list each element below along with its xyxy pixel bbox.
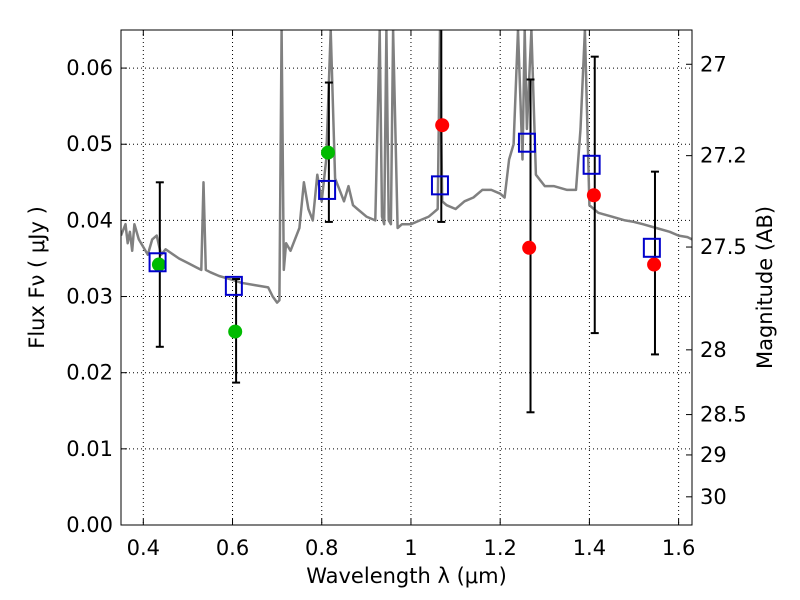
model-square-marker <box>517 132 536 153</box>
model-square-marker <box>642 237 661 258</box>
x-tick-label: 1.6 <box>662 536 695 560</box>
x-tick-label: 0.8 <box>305 536 338 560</box>
red-data-point <box>586 188 601 203</box>
mag-tick-label: 27.2 <box>700 144 747 168</box>
green-data-point <box>151 257 166 272</box>
y-tick-label: 0.03 <box>66 285 113 309</box>
green-data-point <box>228 324 243 339</box>
x-tick-label: 0.4 <box>127 536 160 560</box>
spectrum-layer <box>121 30 692 304</box>
model-square-marker <box>582 154 601 175</box>
mag-tick-label: 30 <box>700 485 727 509</box>
y-axis-label-left: Flux Fν ( μJy ) <box>25 206 49 349</box>
red-data-point <box>435 118 450 133</box>
x-tick-label: 1.2 <box>483 536 516 560</box>
y-tick-label: 0.02 <box>66 361 113 385</box>
y-tick-label: 0.00 <box>66 513 113 537</box>
y-tick-label: 0.06 <box>66 56 113 80</box>
mag-tick-label: 27 <box>700 52 727 76</box>
x-axis-label: Wavelength λ (μm) <box>306 564 507 588</box>
axis-ticks: 0.4 0.6 0.8 1 1.2 1.4 1.6 0.00 0.01 0.02 0.03 0.04 0… <box>66 30 747 560</box>
mag-tick-label: 29 <box>700 443 727 467</box>
y-tick-label: 0.01 <box>66 437 113 461</box>
plot-frame <box>120 29 693 526</box>
model-square-marker <box>148 252 167 273</box>
y-axis-label-right: Magnitude (AB) <box>753 206 777 369</box>
model-square-marker <box>224 275 243 296</box>
y-tick-label: 0.04 <box>66 208 113 232</box>
red-data-point <box>647 257 662 272</box>
x-tick-label: 0.6 <box>216 536 249 560</box>
mag-tick-label: 27.5 <box>700 235 747 259</box>
data-points <box>148 118 662 339</box>
model-square-marker <box>318 179 337 200</box>
grid-lines <box>121 30 692 526</box>
x-tick-label: 1 <box>404 536 417 560</box>
x-tick-label: 1.4 <box>573 536 606 560</box>
mag-tick-label: 28.5 <box>700 403 747 427</box>
mag-tick-label: 28 <box>700 338 727 362</box>
green-data-point <box>320 145 335 160</box>
spectrum-line <box>121 30 692 304</box>
model-square-marker <box>430 175 449 196</box>
y-tick-label: 0.05 <box>66 132 113 156</box>
red-data-point <box>522 240 537 255</box>
